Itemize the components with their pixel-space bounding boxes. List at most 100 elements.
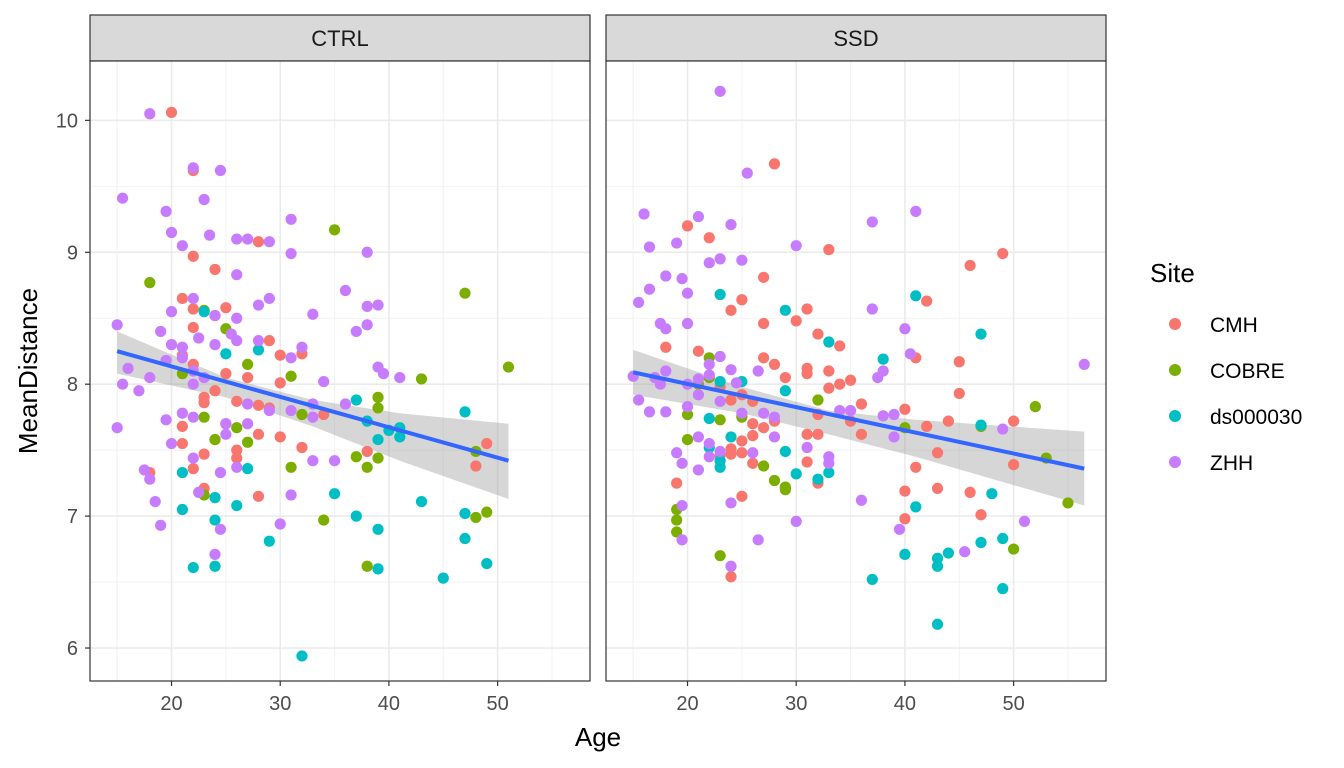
point-ctrl-cmh <box>220 368 232 380</box>
strip-ssd <box>605 14 1107 62</box>
point-ctrl-zhh <box>285 404 297 417</box>
point-ssd-zhh <box>790 515 802 527</box>
strip-ctrl <box>89 14 591 62</box>
point-ssd-cmh <box>921 295 933 307</box>
point-ctrl-cmh <box>176 437 188 450</box>
point-ssd-zhh <box>725 218 737 231</box>
point-ctrl-cobre <box>372 391 384 403</box>
point-ctrl-zhh <box>144 371 156 384</box>
point-ctrl-ds000030 <box>176 466 188 479</box>
point-ssd-ds000030 <box>910 290 922 302</box>
point-ctrl-zhh <box>361 300 373 312</box>
point-ctrl-zhh <box>339 398 352 410</box>
point-ssd-zhh <box>752 365 764 377</box>
point-ssd-cobre <box>714 414 726 426</box>
point-ssd-zhh <box>899 323 911 335</box>
y-tick-label: 6 <box>67 638 78 660</box>
point-ssd-ds000030 <box>997 532 1009 545</box>
point-ssd-cmh <box>768 158 781 170</box>
point-ctrl-cobre <box>481 506 493 518</box>
point-ssd-zhh <box>801 441 813 454</box>
point-ssd-cobre <box>681 408 694 421</box>
point-ctrl-zhh <box>285 489 297 501</box>
point-ssd-ds000030 <box>899 548 911 560</box>
point-ssd-ds000030 <box>986 488 998 500</box>
legend-key-ds000030 <box>1169 410 1181 422</box>
point-ssd-cobre <box>768 474 781 487</box>
point-ctrl-cmh <box>176 292 188 305</box>
x-tick-label: 20 <box>676 693 698 715</box>
point-ssd-cmh <box>801 368 813 380</box>
point-ctrl-ds000030 <box>394 431 406 443</box>
point-ctrl-cobre <box>372 452 384 464</box>
point-ssd-zhh <box>910 205 922 217</box>
point-ssd-zhh <box>692 389 704 401</box>
point-ssd-zhh <box>736 407 748 419</box>
point-ctrl-ds000030 <box>198 306 210 318</box>
point-ssd-zhh <box>736 254 748 266</box>
point-ctrl-cmh <box>209 263 221 276</box>
point-ctrl-zhh <box>187 452 199 464</box>
y-axis: 6 7 8 9 10 <box>56 110 90 660</box>
point-ctrl-cobre <box>502 361 515 373</box>
point-ssd-zhh <box>681 401 694 413</box>
point-ctrl-zhh <box>165 339 178 351</box>
point-ctrl-zhh <box>328 455 341 467</box>
point-ssd-cmh <box>725 394 737 406</box>
point-ssd-ds000030 <box>779 445 791 458</box>
point-ssd-zhh <box>725 560 737 572</box>
point-ssd-ds000030 <box>931 552 944 564</box>
point-ssd-cmh <box>747 457 759 469</box>
point-ctrl-zhh <box>160 414 172 426</box>
legend-key-cobre <box>1169 364 1181 376</box>
point-ssd-ds000030 <box>714 461 726 473</box>
point-ctrl-zhh <box>111 422 123 434</box>
point-ssd-zhh <box>714 253 726 265</box>
x-axis-title: Age <box>575 722 621 752</box>
point-ssd-ds000030 <box>975 419 987 431</box>
point-ssd-zhh <box>725 497 737 509</box>
point-ctrl-ds000030 <box>209 560 221 572</box>
point-ctrl-ds000030 <box>459 532 471 545</box>
point-ctrl-zhh <box>193 332 205 344</box>
point-ctrl-cobre <box>242 436 254 448</box>
legend-label-zhh: ZHH <box>1210 452 1253 475</box>
point-ssd-cmh <box>834 378 846 390</box>
y-tick-label: 8 <box>67 374 78 396</box>
point-ssd-ds000030 <box>877 353 889 365</box>
point-ssd-ds000030 <box>931 560 944 572</box>
point-ssd-ds000030 <box>975 536 987 549</box>
point-ssd-zhh <box>1018 515 1031 527</box>
point-ssd-cmh <box>942 415 954 427</box>
point-ctrl-cobre <box>415 373 428 385</box>
point-ssd-cmh <box>681 220 694 232</box>
point-ssd-cobre <box>714 550 726 562</box>
point-ctrl-zhh <box>122 362 134 374</box>
point-ssd-cmh <box>725 304 737 316</box>
point-ssd-ds000030 <box>714 288 726 301</box>
point-ssd-zhh <box>676 499 688 512</box>
point-ctrl-zhh <box>307 411 319 423</box>
point-ssd-zhh <box>823 451 835 463</box>
point-ctrl-zhh <box>209 548 221 560</box>
point-ctrl-zhh <box>252 299 265 311</box>
point-ctrl-zhh <box>263 236 275 248</box>
point-ctrl-cmh <box>361 445 373 458</box>
point-ctrl-zhh <box>242 233 254 245</box>
point-ctrl-zhh <box>214 523 227 535</box>
point-ctrl-cmh <box>263 335 275 347</box>
point-ssd-zhh <box>676 534 688 546</box>
point-ssd-cmh <box>855 398 868 410</box>
point-ssd-cmh <box>812 328 824 340</box>
point-ctrl-cmh <box>274 431 286 443</box>
point-ssd-ds000030 <box>997 583 1009 595</box>
point-ssd-zhh <box>872 371 884 384</box>
point-ctrl-zhh <box>176 352 188 364</box>
point-ssd-cmh <box>899 403 911 415</box>
point-ctrl-zhh <box>231 335 243 347</box>
point-ctrl-ds000030 <box>231 499 243 512</box>
point-ssd-zhh <box>703 451 715 463</box>
point-ctrl-ds000030 <box>350 394 362 406</box>
point-ctrl-zhh <box>176 341 188 353</box>
point-ctrl-cmh <box>252 428 265 440</box>
